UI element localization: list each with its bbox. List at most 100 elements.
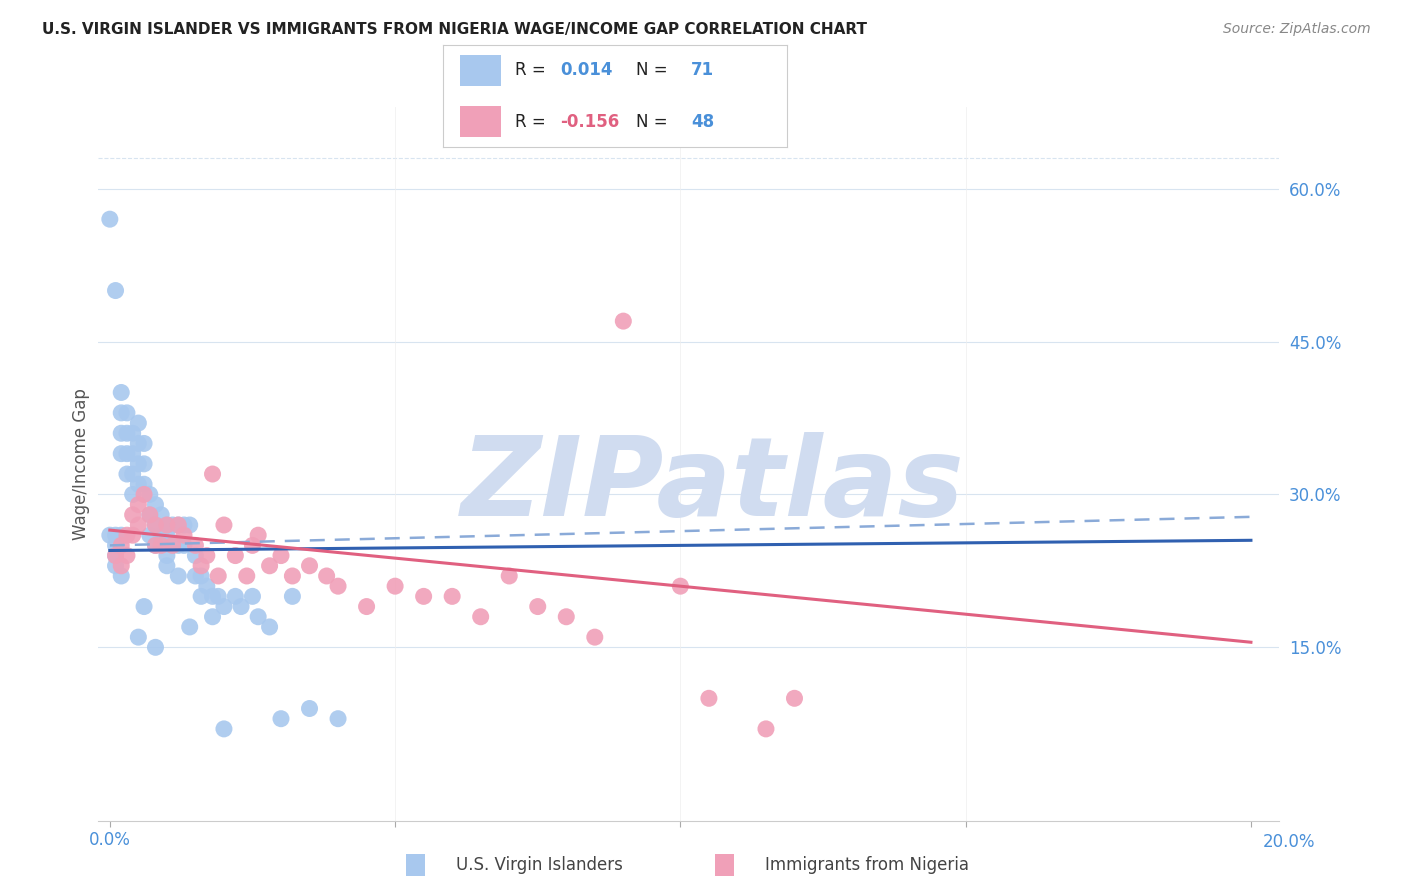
Point: [184, 569, 207, 583]
Point: [121, 508, 143, 522]
Point: [132, 477, 155, 491]
Point: [173, 518, 195, 533]
Point: [127, 498, 149, 512]
Point: [132, 487, 155, 501]
Point: [242, 590, 264, 604]
Point: [150, 538, 173, 552]
Point: [526, 599, 548, 614]
Point: [127, 416, 149, 430]
Text: Immigrants from Nigeria: Immigrants from Nigeria: [765, 856, 969, 874]
Point: [110, 385, 132, 400]
Point: [104, 558, 127, 573]
Point: [384, 579, 406, 593]
Point: [115, 549, 138, 563]
Text: 0.014: 0.014: [560, 61, 613, 78]
Point: [583, 630, 606, 644]
Point: [104, 528, 127, 542]
Bar: [716, 855, 734, 876]
Point: [115, 426, 138, 441]
Point: [145, 518, 167, 533]
Y-axis label: Wage/Income Gap: Wage/Income Gap: [72, 388, 90, 540]
Point: [162, 538, 184, 552]
Point: [270, 712, 292, 726]
Text: -0.156: -0.156: [560, 113, 619, 131]
Text: U.S. Virgin Islanders: U.S. Virgin Islanders: [456, 856, 623, 874]
Text: N =: N =: [636, 113, 672, 131]
Text: Source: ZipAtlas.com: Source: ZipAtlas.com: [1223, 22, 1371, 37]
Point: [167, 518, 190, 533]
Point: [121, 447, 143, 461]
Point: [755, 722, 778, 736]
Point: [121, 487, 143, 501]
Point: [139, 508, 162, 522]
Point: [139, 508, 162, 522]
Point: [115, 528, 138, 542]
Point: [207, 590, 229, 604]
Point: [195, 579, 218, 593]
Point: [190, 590, 212, 604]
Point: [224, 549, 246, 563]
Point: [110, 447, 132, 461]
Point: [270, 549, 292, 563]
Point: [104, 549, 127, 563]
Point: [145, 538, 167, 552]
Point: [132, 436, 155, 450]
Point: [259, 620, 281, 634]
Point: [162, 518, 184, 533]
Point: [162, 538, 184, 552]
Point: [156, 549, 179, 563]
Point: [156, 558, 179, 573]
Bar: [406, 855, 425, 876]
Point: [212, 722, 235, 736]
Point: [156, 528, 179, 542]
Point: [104, 284, 127, 298]
Point: [115, 467, 138, 481]
Point: [184, 538, 207, 552]
Point: [173, 538, 195, 552]
Point: [110, 426, 132, 441]
Point: [167, 538, 190, 552]
Point: [132, 457, 155, 471]
Point: [98, 212, 121, 227]
Text: 20.0%: 20.0%: [1263, 833, 1315, 852]
Point: [242, 538, 264, 552]
Point: [150, 528, 173, 542]
Text: R =: R =: [515, 61, 551, 78]
Point: [110, 528, 132, 542]
Text: 71: 71: [690, 61, 714, 78]
Point: [247, 528, 270, 542]
Point: [104, 549, 127, 563]
Point: [783, 691, 806, 706]
Point: [121, 467, 143, 481]
Point: [121, 528, 143, 542]
Point: [145, 518, 167, 533]
Point: [167, 569, 190, 583]
Point: [224, 590, 246, 604]
Point: [201, 467, 224, 481]
Point: [110, 569, 132, 583]
Point: [156, 518, 179, 533]
Point: [356, 599, 378, 614]
Point: [145, 538, 167, 552]
Point: [127, 518, 149, 533]
Point: [132, 599, 155, 614]
Point: [179, 620, 201, 634]
Point: [110, 406, 132, 420]
Point: [212, 518, 235, 533]
Point: [115, 406, 138, 420]
Point: [190, 569, 212, 583]
Point: [145, 640, 167, 655]
Point: [207, 569, 229, 583]
Point: [281, 569, 304, 583]
Point: [121, 426, 143, 441]
Point: [315, 569, 337, 583]
Point: [195, 549, 218, 563]
Point: [412, 590, 434, 604]
Point: [259, 558, 281, 573]
Point: [98, 528, 121, 542]
Point: [115, 447, 138, 461]
Bar: [460, 55, 502, 86]
Bar: [460, 106, 502, 137]
Point: [190, 558, 212, 573]
Point: [127, 630, 149, 644]
